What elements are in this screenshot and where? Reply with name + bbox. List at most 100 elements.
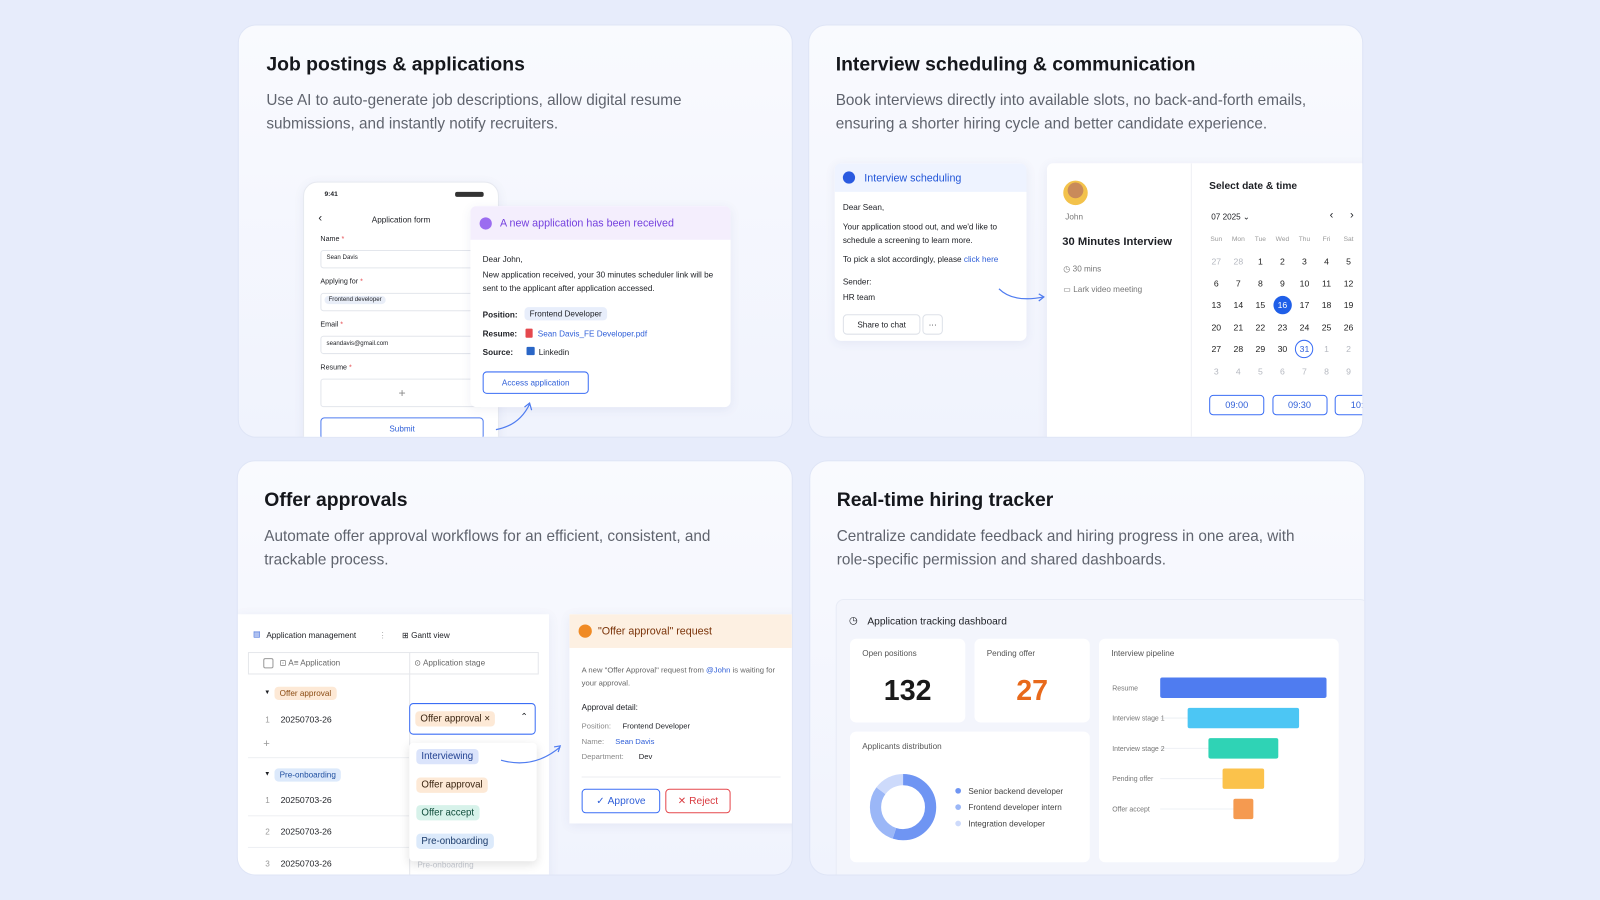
legend-dot (955, 787, 962, 794)
calendar-day[interactable]: 23 (1277, 322, 1288, 333)
calendar-day[interactable]: 17 (1299, 300, 1310, 311)
calendar-day[interactable]: 19 (1343, 300, 1354, 311)
detail-label: Name: (581, 736, 605, 746)
calendar-day[interactable]: 20 (1211, 322, 1222, 333)
status-time: 9:41 (324, 190, 338, 198)
option[interactable]: Pre-onboarding (416, 833, 494, 849)
legend-label: Integration developer (968, 820, 1045, 829)
group-caret[interactable]: ▼ (264, 689, 271, 696)
calendar-day[interactable]: 21 (1233, 322, 1244, 333)
calendar-day[interactable]: 14 (1233, 300, 1244, 311)
approval-message: A new "Offer Approval" request from @Joh… (581, 665, 776, 688)
calendar-day[interactable]: 4 (1235, 366, 1241, 377)
option[interactable]: Offer accept (416, 805, 480, 821)
calendar-day[interactable]: 28 (1233, 256, 1244, 267)
checkbox[interactable] (263, 658, 274, 669)
calendar-day[interactable]: 4 (1324, 256, 1329, 267)
calendar-day[interactable]: 22 (1255, 322, 1266, 333)
calendar-day[interactable]: 15 (1255, 300, 1266, 311)
feature-card: Real-time hiring tracker Centralize cand… (809, 460, 1366, 876)
prev-month[interactable]: ‹ (1329, 209, 1334, 222)
calendar-day[interactable]: 9 (1280, 278, 1285, 289)
calendar-day[interactable]: 16 (1273, 296, 1292, 315)
calendar-day[interactable]: 8 (1324, 366, 1329, 377)
dashboard-icon: ◷ (848, 615, 858, 627)
resume-link[interactable]: Sean Davis_FE Developer.pdf (537, 329, 648, 339)
message-panel: Interview scheduling Dear Sean, Your app… (834, 163, 1027, 341)
stat-card: Open positions 132 (849, 638, 966, 723)
legend-dot (955, 804, 962, 810)
calendar-day[interactable]: 26 (1343, 322, 1354, 333)
tab[interactable]: ⊞ Gantt view (402, 630, 450, 640)
calendar-day[interactable]: 24 (1299, 322, 1310, 333)
calendar-day[interactable]: 1 (1324, 344, 1329, 355)
calendar-day[interactable]: 27 (1211, 344, 1222, 355)
calendar-day[interactable]: 12 (1343, 278, 1354, 289)
time-slot[interactable]: 09:30 (1271, 394, 1328, 416)
pipeline-title: Interview pipeline (1111, 648, 1175, 659)
calendar-day[interactable]: 28 (1233, 344, 1244, 355)
group-tag: Offer approval (274, 686, 337, 700)
calendar-day[interactable]: 29 (1255, 344, 1266, 355)
notification-header (470, 206, 731, 240)
calendar-day[interactable]: 5 (1346, 256, 1351, 267)
select-input[interactable]: Frontend developer (320, 292, 496, 312)
calendar-day[interactable]: 13 (1211, 300, 1222, 311)
link[interactable]: click here (963, 255, 999, 265)
text-input[interactable]: Sean Davis (320, 249, 496, 269)
calendar-day[interactable]: 3 (1213, 366, 1219, 377)
calendar-day[interactable]: 31 (1295, 340, 1314, 359)
reject-button[interactable]: ✕ Reject (665, 788, 731, 814)
calendar-day[interactable]: 11 (1322, 278, 1332, 289)
calendar-day[interactable]: 5 (1257, 366, 1263, 377)
calendar-day[interactable]: 8 (1257, 278, 1263, 289)
back-arrow[interactable]: ‹ (318, 212, 323, 225)
calendar-day[interactable]: 18 (1321, 300, 1332, 311)
next-month[interactable]: › (1349, 209, 1354, 222)
stage-select[interactable]: Offer approval × ⌃ (409, 703, 536, 735)
stat-label: Open positions (862, 648, 917, 659)
calendar-day[interactable]: 1 (1257, 256, 1263, 267)
month-select[interactable]: 07 2025 ⌄ (1211, 212, 1250, 222)
option[interactable]: Interviewing (416, 748, 479, 765)
source-value: Linkedin (538, 347, 570, 358)
table-panel: ▤ Application management ⋮ ⊞ Gantt view … (237, 614, 549, 875)
distribution-title: Applicants distribution (862, 741, 942, 752)
connector (998, 288, 1045, 302)
calendar-day[interactable]: 6 (1213, 278, 1219, 289)
option[interactable]: Offer approval (416, 777, 488, 793)
form-title: Application form (371, 215, 431, 225)
access-button[interactable]: Access application (482, 371, 589, 394)
calendar-day[interactable]: 9 (1346, 366, 1351, 377)
calendar-day[interactable]: 7 (1235, 278, 1241, 289)
calendar-day[interactable]: 10 (1299, 278, 1310, 289)
calendar-day[interactable]: 2 (1346, 344, 1351, 355)
donut-segment (869, 773, 937, 841)
calendar-day[interactable]: 7 (1302, 366, 1307, 377)
group-caret[interactable]: ▼ (264, 771, 271, 778)
tab[interactable]: Application management (266, 630, 357, 640)
calendar-day[interactable]: 3 (1302, 256, 1307, 267)
weekday: Fri (1322, 235, 1331, 243)
connector (495, 402, 533, 431)
notification-body: New application received, your 30 minute… (482, 270, 714, 293)
more-button[interactable]: ··· (922, 314, 943, 335)
approve-button[interactable]: ✓ Approve (581, 788, 661, 814)
message-header (834, 163, 1027, 192)
detail-label: Resume: (482, 329, 518, 339)
submit-button[interactable]: Submit (320, 417, 484, 437)
add-row[interactable]: + (263, 737, 270, 750)
time-slot[interactable]: 10:00 (1334, 394, 1363, 416)
card-description: Automate offer approval workflows for an… (264, 527, 711, 569)
calendar-day[interactable]: 30 (1277, 344, 1288, 355)
share-button[interactable]: Share to chat (842, 314, 921, 335)
calendar-day[interactable]: 6 (1280, 366, 1285, 377)
sender: HR team (842, 292, 876, 303)
calendar-day[interactable]: 25 (1321, 322, 1332, 333)
upload-box[interactable]: + (320, 378, 484, 408)
funnel-bar (1187, 707, 1300, 729)
calendar-day[interactable]: 27 (1211, 256, 1222, 267)
calendar-day[interactable]: 2 (1280, 256, 1285, 267)
field-label: Name * (320, 235, 345, 243)
time-slot[interactable]: 09:00 (1209, 394, 1265, 416)
